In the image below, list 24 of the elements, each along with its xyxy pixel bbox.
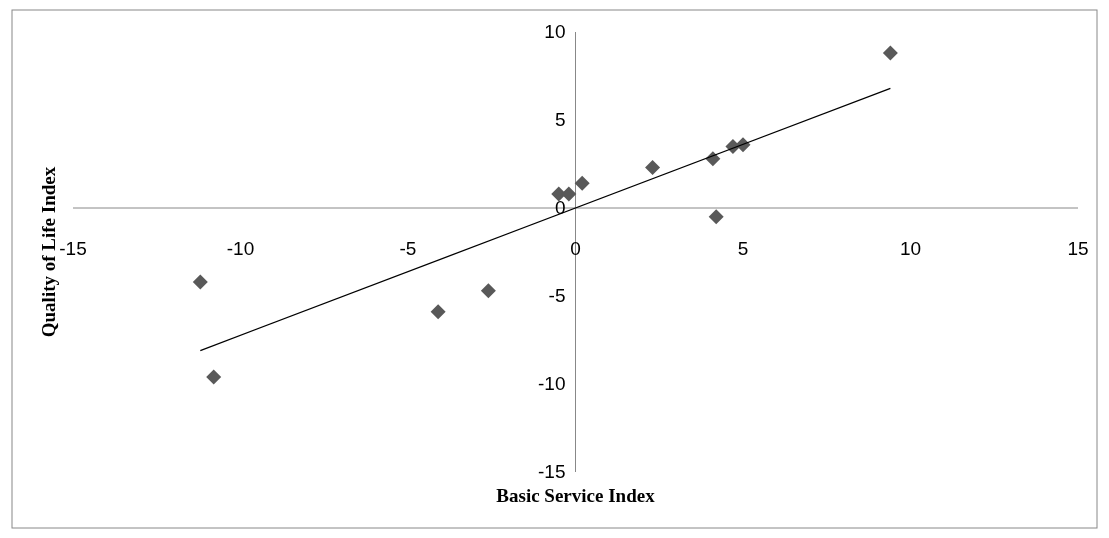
point	[480, 283, 496, 299]
y-tick-label: -15	[538, 461, 566, 482]
x-axis-title: Basic Service Index	[496, 485, 656, 506]
x-tick-label: 0	[570, 238, 581, 259]
x-tick-label: -10	[226, 238, 255, 259]
point	[561, 186, 577, 202]
y-axis-title: Quality of Life Index	[38, 166, 59, 338]
point	[430, 304, 446, 320]
x-tick-label: -15	[59, 238, 87, 259]
point	[206, 369, 222, 385]
point	[645, 160, 661, 176]
x-tick-label: 5	[737, 238, 749, 259]
x-tick-label: 10	[899, 238, 922, 259]
y-tick-label: 0	[554, 197, 566, 218]
point	[882, 45, 898, 61]
y-tick-label: 5	[554, 109, 566, 130]
y-tick-label: -10	[538, 373, 566, 394]
y-tick-label: 10	[544, 21, 566, 42]
point	[192, 274, 208, 290]
x-tick-label: -5	[399, 238, 417, 259]
point	[708, 209, 724, 225]
y-tick-label: -5	[548, 285, 566, 306]
x-tick-label: 15	[1067, 238, 1089, 259]
point	[574, 175, 590, 191]
